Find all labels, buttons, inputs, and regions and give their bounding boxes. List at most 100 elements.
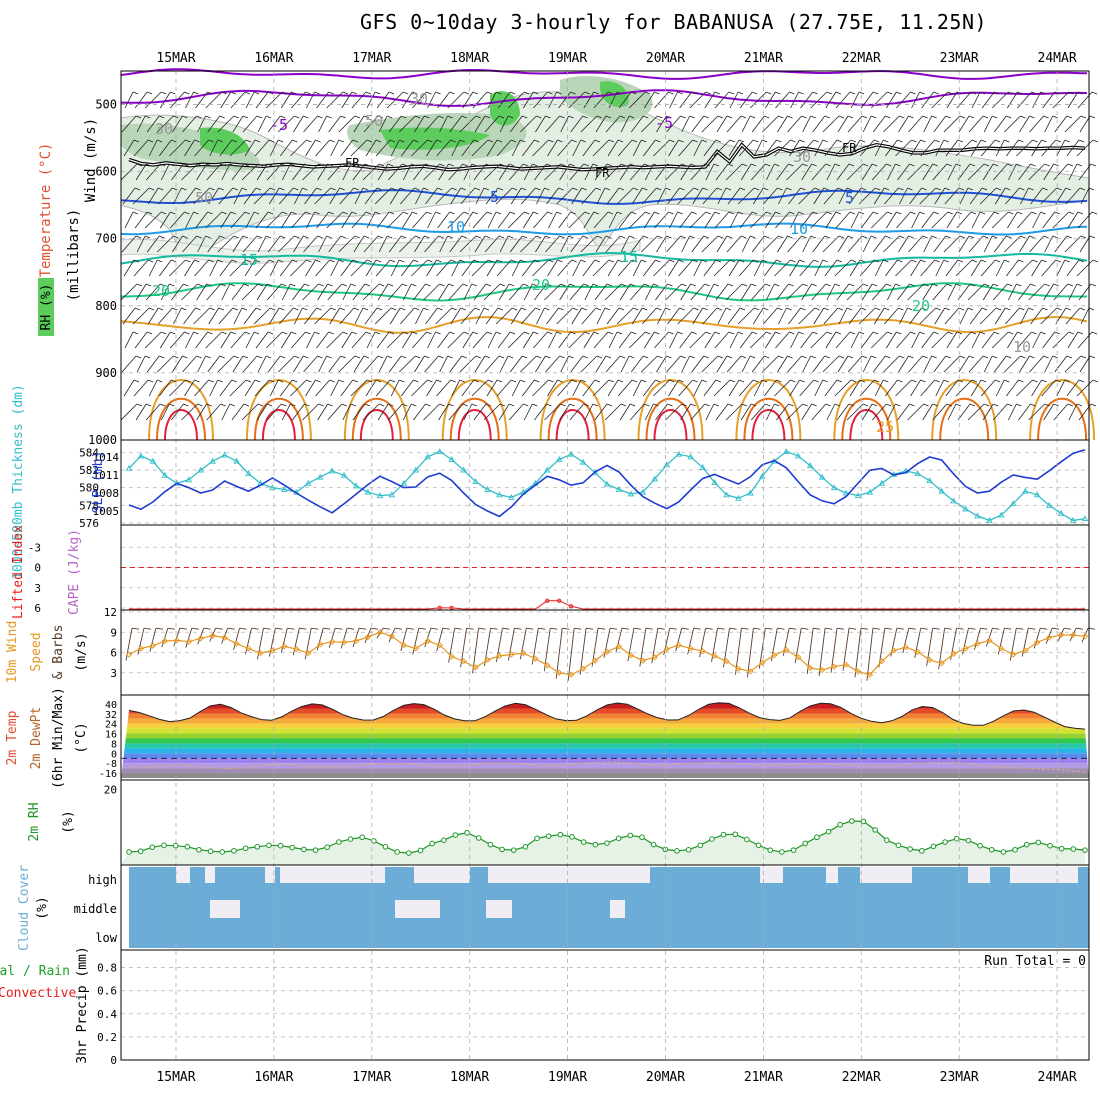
wind-barb-flag (568, 235, 574, 239)
wind-barb-flag (982, 115, 989, 119)
wind-barb (366, 331, 376, 349)
wind-barb (290, 259, 307, 277)
wind-barb-flag (644, 403, 650, 407)
wind10m-point (962, 645, 969, 652)
wind-barb (439, 355, 448, 373)
wind-barb (910, 259, 921, 277)
wind-barb-10m-flag (311, 627, 319, 630)
wind-barb-flag (570, 331, 576, 335)
wind-barb-flag (995, 379, 1001, 383)
wind-barb-flag (943, 259, 949, 263)
thickness-point (388, 491, 396, 498)
wind-barb-flag (304, 163, 310, 167)
wind-barb-10m-flag (502, 627, 510, 630)
wind-barb (764, 139, 777, 157)
wind-barb-flag (750, 235, 756, 239)
wind-barb (279, 259, 293, 277)
wind-barb-flag (701, 139, 707, 143)
wind-barb-flag (1043, 115, 1049, 119)
wind-barb (181, 283, 198, 301)
wind-barb-flag (1008, 91, 1014, 95)
wind10m-point (639, 657, 646, 664)
wind-barb (146, 115, 160, 133)
wind-barb (1016, 259, 1033, 277)
wind-barb-flag (556, 211, 562, 215)
wind-barb (1040, 307, 1057, 325)
rh2m-point (802, 840, 808, 847)
wind-barb-flag (399, 259, 405, 263)
wind-barb (957, 403, 971, 421)
wind-barb-flag (992, 235, 998, 239)
date-label-bottom: 18MAR (450, 1070, 489, 1085)
rh2m-point (1082, 847, 1088, 853)
wind-barb-flag (1007, 403, 1013, 407)
wind-barb (931, 211, 949, 229)
wind-barb (221, 283, 231, 301)
wind-barb-flag (507, 355, 514, 359)
wind-barb-flag (752, 91, 758, 95)
wind-barb (947, 283, 957, 301)
wind-barb-flag (728, 211, 735, 215)
wind-barb-flag (752, 211, 758, 215)
wind-barb-flag (862, 403, 869, 407)
wind-barb (753, 259, 763, 277)
date-label-top: 18MAR (450, 51, 489, 66)
date-label-bottom: 16MAR (254, 1070, 293, 1085)
wind-barb (752, 307, 764, 325)
wind-barb-flag (400, 307, 406, 311)
wind-barb-flag (955, 283, 962, 287)
wind-barb-10m-flag (526, 627, 534, 630)
wind-barb (326, 91, 344, 109)
wind-barb (1040, 187, 1057, 205)
wind-barb (945, 259, 959, 277)
wind-barb-flag (194, 379, 200, 383)
wind-barb-flag (435, 211, 441, 215)
rh2m-point (545, 833, 552, 839)
wind-barb-flag (133, 259, 140, 263)
wind-barb-flag (386, 355, 393, 359)
wind-barb (124, 211, 134, 229)
isotherm-30-loop (939, 397, 990, 441)
wind-barb-flag (825, 163, 831, 167)
cloud-high-gap (488, 867, 650, 883)
wind-barb (317, 403, 328, 421)
wind-barb (741, 115, 751, 133)
wind-barb-flag (425, 283, 431, 287)
wind-barb-flag (341, 283, 347, 287)
wind-barb-10m-flag (968, 627, 976, 630)
wind-barb (426, 379, 437, 397)
wind-barb (536, 307, 545, 325)
wind-barb (120, 283, 138, 301)
wind-barb-flag (147, 379, 154, 383)
wind-barb (1064, 355, 1082, 373)
wind-barb-flag (1090, 403, 1097, 407)
wind-barb-flag (677, 331, 683, 335)
wind-barb-flag (774, 403, 780, 407)
wind-barb-flag (678, 379, 684, 383)
wind-barb (789, 139, 800, 157)
wind-barb-flag (386, 235, 393, 239)
wind-barb-flag (279, 187, 285, 191)
wind-barb-flag (899, 355, 905, 359)
wind-barb-flag (932, 163, 938, 167)
wind-barb (571, 187, 583, 205)
wind-barb-flag (318, 403, 324, 407)
thickness-point (1057, 509, 1065, 516)
wind10m-point (197, 635, 204, 642)
wind-barb-flag (136, 403, 143, 407)
wind10m-point (376, 629, 384, 636)
wind-barb (233, 307, 243, 325)
wind-barb-flag (242, 355, 249, 359)
wind-barb-flag (231, 139, 237, 143)
wind-barb-flag (206, 403, 212, 407)
wind-barb-10m (412, 628, 420, 655)
wind-barb (340, 379, 354, 397)
wind-barb (931, 331, 949, 349)
wind-barb (713, 139, 731, 157)
wind-barb-flag (412, 211, 418, 215)
wind-barb-flag (871, 115, 877, 119)
wind-barb-flag (775, 211, 781, 215)
wind-barb-flag (484, 355, 491, 359)
wind-barb (120, 403, 138, 421)
wind-barb-flag (968, 115, 975, 119)
